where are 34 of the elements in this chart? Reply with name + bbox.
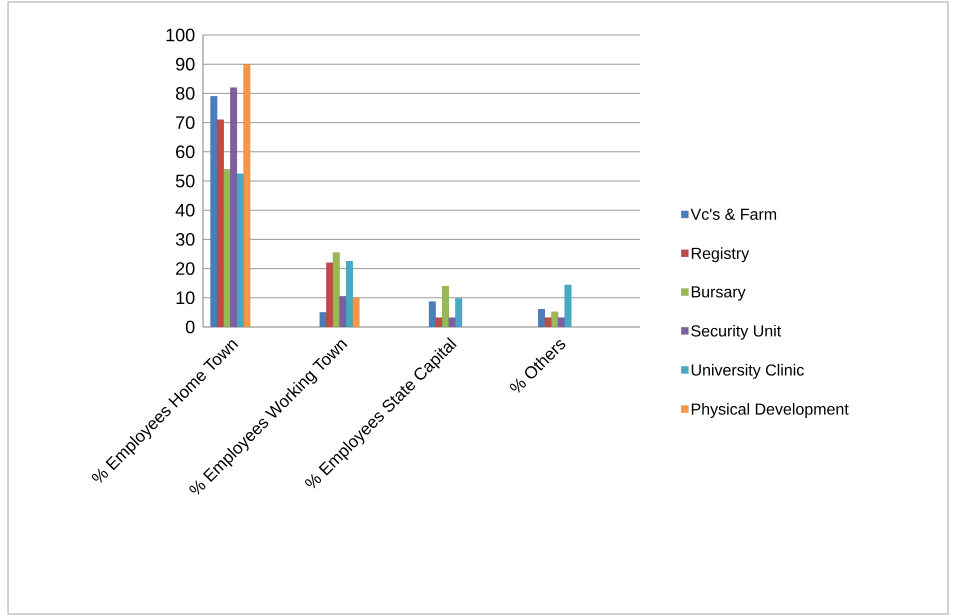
bar: [346, 261, 353, 327]
bar: [448, 317, 456, 327]
legend-label: Vc's & Farm: [690, 208, 776, 220]
bar: [320, 312, 327, 327]
bar: [544, 317, 552, 327]
bar: [326, 262, 334, 327]
bar: [538, 309, 546, 327]
legend-label: University Clinic: [692, 364, 804, 379]
bar: [558, 317, 565, 327]
bar: [339, 296, 346, 327]
y-tick-label: 100: [166, 28, 195, 42]
bar: [236, 174, 244, 327]
bar: [352, 298, 360, 327]
bar: [435, 317, 442, 327]
bar: [428, 301, 436, 327]
legend-label: Bursary: [692, 286, 746, 301]
y-tick-label: 80: [176, 87, 195, 100]
bar: [230, 87, 238, 327]
bar: [216, 120, 224, 327]
bar: [243, 64, 250, 327]
y-tick-label: 90: [176, 58, 195, 71]
y-tick-label: 60: [176, 145, 195, 158]
legend-label: Registry: [692, 247, 750, 262]
bar: [210, 96, 218, 327]
y-tick-label: 0: [186, 320, 195, 334]
y-tick-label: 40: [176, 204, 195, 217]
bar: [224, 169, 230, 327]
y-tick-label: 30: [176, 233, 195, 246]
y-tick-label: 10: [176, 291, 195, 304]
legend-label: Security Unit: [691, 324, 782, 340]
legend-label: Physical Development: [692, 403, 849, 418]
y-tick-label: 50: [176, 174, 195, 188]
y-tick-label: 20: [176, 262, 195, 275]
y-tick-label: 70: [176, 116, 195, 129]
